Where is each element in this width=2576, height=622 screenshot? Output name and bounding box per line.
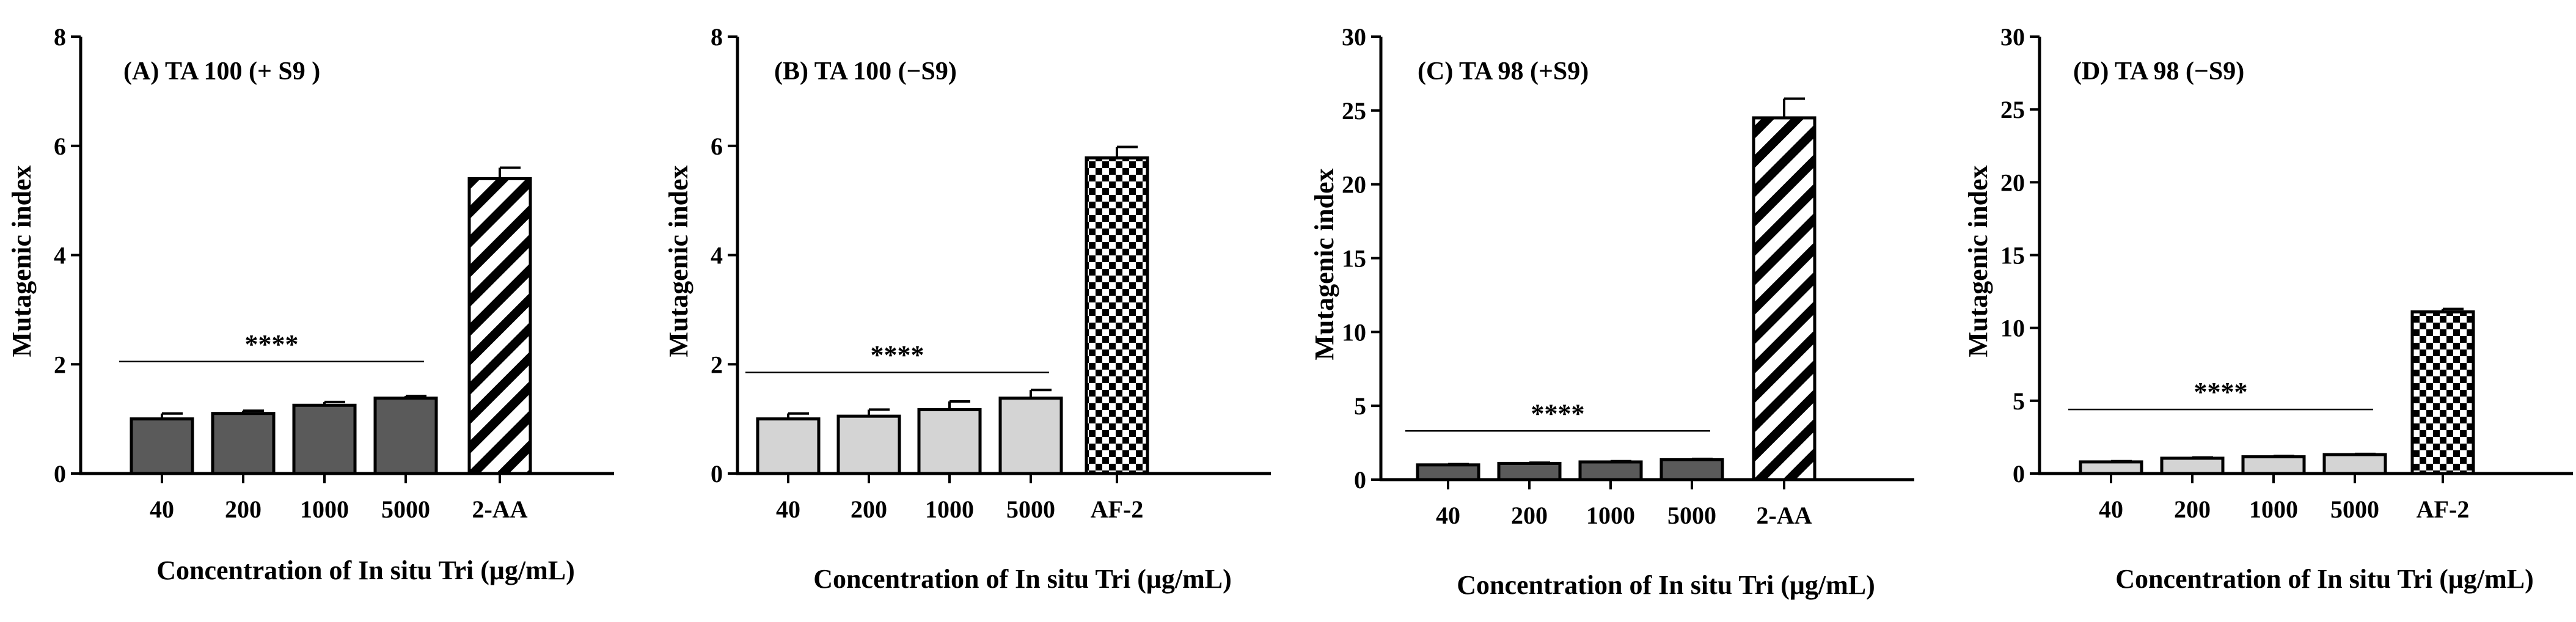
- panel-title: (D) TA 98 (−S9): [2073, 57, 2244, 86]
- bar-200: [836, 414, 901, 475]
- bar-200: [1497, 461, 1562, 481]
- y-tick-label: 0: [2013, 460, 2025, 488]
- panel-A: 0 2 4 6 8 40 200 1000 5000 2-AA **** (A) TA 100 (+ …: [7, 23, 614, 585]
- bar-1000: [2241, 455, 2306, 475]
- y-tick-label: 2: [711, 351, 723, 378]
- bar-af-2: [1085, 156, 1149, 475]
- x-tick-label: 200: [1511, 502, 1548, 529]
- panel-title: (B) TA 100 (−S9): [774, 57, 957, 86]
- x-tick-label: AF-2: [2417, 496, 2470, 523]
- bar-5000: [1659, 458, 1724, 481]
- y-tick-label: 10: [1342, 318, 1366, 346]
- x-tick-label: AF-2: [1091, 496, 1144, 523]
- y-tick-label: 6: [711, 133, 723, 160]
- y-tick-label: 20: [2000, 169, 2025, 196]
- x-tick-label: 1000: [1586, 502, 1635, 529]
- y-tick-label: 0: [711, 460, 723, 488]
- y-tick-label: 30: [1342, 23, 1366, 51]
- y-tick-label: 4: [54, 242, 66, 269]
- bar-1000: [292, 403, 357, 475]
- significance-stars: ****: [245, 329, 299, 359]
- panel-title: (C) TA 98 (+S9): [1418, 57, 1589, 86]
- y-axis-label: Mutagenic index: [664, 165, 693, 357]
- bar-200: [211, 412, 276, 475]
- y-tick-label: 5: [2013, 387, 2025, 415]
- bar-2-aa: [1752, 116, 1817, 481]
- panel-C: 0 5 10 15 20 25 30 40 200 1000 5000 2-AA **** (C) TA …: [1309, 23, 1914, 600]
- panel-D: 0 5 10 15 20 25 30 40 200 1000 5000 AF-2 **** (D) TA …: [1963, 23, 2573, 594]
- bar-1000: [917, 408, 982, 475]
- y-tick-label: 15: [2000, 242, 2025, 269]
- y-tick-label: 25: [1342, 97, 1366, 125]
- y-tick-label: 6: [54, 133, 66, 160]
- bar-2-aa: [467, 177, 532, 475]
- x-tick-label: 2-AA: [1756, 502, 1812, 529]
- x-tick-label: 40: [1436, 502, 1460, 529]
- x-tick-label: 200: [851, 496, 887, 523]
- x-tick-label: 5000: [381, 496, 430, 523]
- panel-title: (A) TA 100 (+ S9 ): [123, 57, 320, 86]
- y-tick-label: 20: [1342, 171, 1366, 199]
- significance-stars: ****: [2194, 377, 2248, 407]
- bar-200: [2160, 456, 2225, 475]
- x-tick-label: 40: [776, 496, 800, 523]
- y-tick-label: 2: [54, 351, 66, 378]
- bar-1000: [1578, 460, 1643, 481]
- y-tick-label: 30: [2000, 23, 2025, 51]
- x-tick-label: 40: [2099, 496, 2123, 523]
- bar-40: [756, 417, 821, 475]
- bar-40: [1416, 463, 1480, 481]
- panel-B: 0 2 4 6 8 40 200 1000 5000 AF-2 **** (B) TA 100 (−S…: [664, 23, 1271, 594]
- bar-5000: [373, 397, 438, 475]
- y-tick-label: 8: [711, 23, 723, 51]
- y-tick-label: 25: [2000, 96, 2025, 123]
- y-axis-label: Mutagenic index: [7, 165, 37, 357]
- bar-40: [130, 417, 194, 475]
- x-tick-label: 1000: [925, 496, 974, 523]
- y-tick-label: 0: [1354, 466, 1366, 494]
- x-axis-label: Concentration of In situ Tri (μg/mL): [2115, 564, 2534, 594]
- x-tick-label: 5000: [1667, 502, 1716, 529]
- x-tick-label: 40: [150, 496, 174, 523]
- y-tick-label: 8: [54, 23, 66, 51]
- x-tick-label: 1000: [300, 496, 349, 523]
- x-axis-label: Concentration of In situ Tri (μg/mL): [1457, 570, 1875, 600]
- y-tick-label: 10: [2000, 315, 2025, 342]
- y-axis-label: Mutagenic index: [1963, 165, 1993, 357]
- x-tick-label: 5000: [2330, 496, 2379, 523]
- x-axis-label: Concentration of In situ Tri (μg/mL): [156, 555, 575, 585]
- significance-stars: ****: [1531, 398, 1585, 428]
- y-axis-label: Mutagenic index: [1309, 168, 1339, 360]
- y-tick-label: 15: [1342, 245, 1366, 273]
- x-tick-label: 1000: [2249, 496, 2298, 523]
- bar-5000: [998, 397, 1063, 475]
- bar-af-2: [2410, 310, 2475, 475]
- x-tick-label: 2-AA: [472, 496, 527, 523]
- x-axis-label: Concentration of In situ Tri (μg/mL): [813, 564, 1232, 594]
- bar-5000: [2322, 453, 2387, 475]
- y-tick-label: 0: [54, 460, 66, 488]
- significance-stars: ****: [871, 340, 924, 370]
- y-tick-label: 4: [711, 242, 723, 269]
- x-tick-label: 200: [225, 496, 262, 523]
- x-tick-label: 200: [2174, 496, 2211, 523]
- y-tick-label: 5: [1354, 392, 1366, 420]
- x-tick-label: 5000: [1006, 496, 1055, 523]
- bar-40: [2079, 460, 2143, 475]
